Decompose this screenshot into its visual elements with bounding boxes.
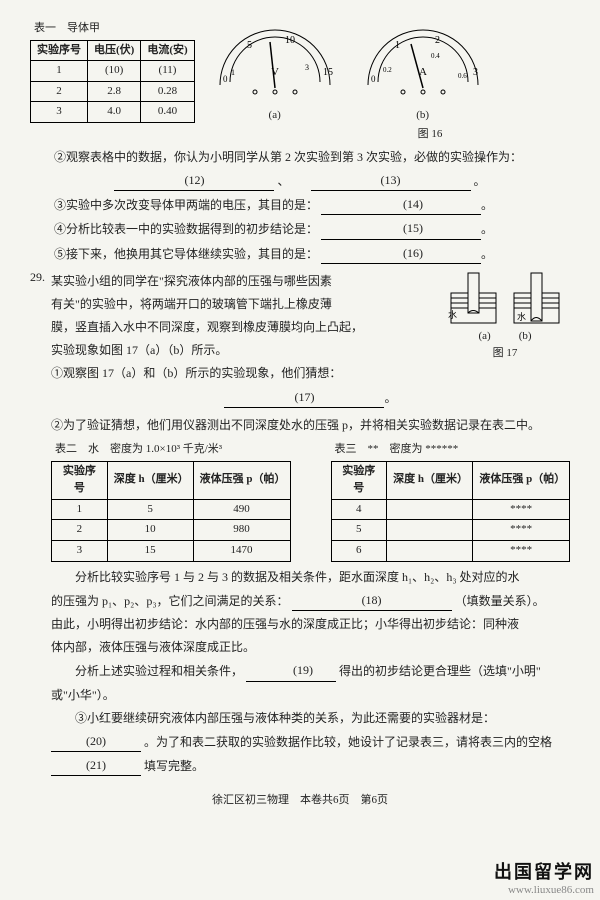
svg-text:A: A: [419, 66, 427, 78]
q29-body: 水 水 (a) (b) 图 17: [51, 268, 570, 781]
svg-text:10: 10: [285, 35, 295, 46]
table-row: 实验序号 电压(伏) 电流(安): [31, 40, 195, 61]
line-2: ②观察表格中的数据，你认为小明同学从第 2 次实验到第 3 次实验，必做的实验操…: [30, 148, 570, 167]
blank-18: (18): [292, 591, 452, 611]
svg-text:0: 0: [223, 74, 228, 84]
svg-text:1: 1: [231, 68, 235, 77]
meter-sub-a: (a): [205, 107, 345, 125]
blank-21: (21): [51, 756, 141, 776]
blanks-12-13: (12) 、 (13) 。: [30, 171, 570, 191]
table-row: 4****: [331, 499, 570, 520]
analysis-p4b: (20) 。为了和表二获取的实验数据作比较，她设计了记录表三，请将表三内的空格: [51, 732, 570, 752]
tube-b-icon: 水: [509, 268, 564, 328]
svg-text:5: 5: [247, 40, 252, 51]
blank-20: (20): [51, 732, 141, 752]
ammeter-icon: 0 1 2 3 0.2 0.4 0.6 A: [353, 20, 493, 100]
table-row: 210980: [52, 520, 291, 541]
blank-13: (13): [311, 171, 471, 191]
blank-15: (15): [321, 219, 481, 239]
svg-text:0.6: 0.6: [458, 72, 467, 80]
q29-num: 29.: [30, 268, 45, 287]
page-footer: 徐汇区初三物理 本卷共6页 第6页: [30, 792, 570, 810]
fig17-sub-b: (b): [519, 328, 532, 346]
table-row: 6****: [331, 541, 570, 562]
blank-12: (12): [114, 171, 274, 191]
watermark-title: 出国留学网: [494, 858, 594, 884]
svg-text:水: 水: [448, 309, 457, 320]
meter-sub-b: (b): [353, 107, 493, 125]
voltmeter-icon: 0 5 10 15 1 3 V: [205, 20, 345, 100]
line-3: ③实验中多次改变导体甲两端的电压，其目的是： (14)。: [30, 195, 570, 215]
th: 电压(伏): [88, 40, 141, 61]
watermark-url: www.liuxue86.com: [494, 884, 594, 896]
tables-2-3: 表二 水 密度为 1.0×10³ 千克/米³ 实验序号深度 h（厘米）液体压强 …: [51, 441, 570, 562]
analysis-p3c: 或"小华"）。: [51, 686, 570, 705]
table-row: 15490: [52, 499, 291, 520]
th: 实验序号: [31, 40, 88, 61]
tube-a-icon: 水: [446, 268, 501, 328]
analysis-p1b: 的压强为 p₁、p₂、p₃，它们之间满足的关系： (18) （填数量关系）。: [51, 591, 570, 611]
table-row: 22.80.28: [31, 81, 195, 102]
blank-17: (17): [224, 388, 384, 408]
fig17: 水 水 (a) (b) 图 17: [440, 268, 570, 363]
table2-block: 表二 水 密度为 1.0×10³ 千克/米³ 实验序号深度 h（厘米）液体压强 …: [51, 441, 291, 562]
line-4: ④分析比较表一中的实验数据得到的初步结论是： (15)。: [30, 219, 570, 239]
table3-block: 表三 ** 密度为 ****** 实验序号深度 h（厘米）液体压强 p（帕） 4…: [331, 441, 571, 562]
svg-text:V: V: [271, 66, 279, 78]
svg-text:0.2: 0.2: [383, 66, 392, 74]
line-5: ⑤接下来，他换用其它导体继续实验，其目的是： (16)。: [30, 244, 570, 264]
svg-text:3: 3: [305, 63, 309, 72]
fig16-label: 图 16: [290, 126, 570, 144]
blank-16: (16): [321, 244, 481, 264]
blank-17-row: (17)。: [51, 388, 570, 408]
q29-p5: ①观察图 17（a）和（b）所示的实验现象，他们猜想：: [51, 364, 570, 383]
table-row: 1(10)(11): [31, 61, 195, 82]
analysis-p2: 由此，小明得出初步结论：水内部的压强与水的深度成正比；小华得出初步结论：同种液: [51, 615, 570, 634]
table2-caption: 表二 水 密度为 1.0×10³ 千克/米³: [51, 441, 291, 459]
analysis-p4c: (21) 填写完整。: [51, 756, 570, 776]
meters-block: 0 5 10 15 1 3 V (a) 0: [205, 20, 493, 124]
blank-14: (14): [321, 195, 481, 215]
table-row: 3151470: [52, 541, 291, 562]
analysis-p1: 分析比较实验序号 1 与 2 与 3 的数据及相关条件，距水面深度 h₁、h₂、…: [51, 568, 570, 587]
svg-text:水: 水: [517, 311, 526, 322]
th: 电流(安): [141, 40, 194, 61]
ammeter: 0 1 2 3 0.2 0.4 0.6 A (b): [353, 20, 493, 124]
table3-caption: 表三 ** 密度为 ******: [331, 441, 571, 459]
table2: 实验序号深度 h（厘米）液体压强 p（帕） 15490 210980 31514…: [51, 461, 291, 562]
fig17-sub-a: (a): [478, 328, 490, 346]
svg-text:2: 2: [435, 35, 440, 46]
analysis-p2b: 体内部，液体压强与液体深度成正比。: [51, 638, 570, 657]
q29-p6: ②为了验证猜想，他们用仪器测出不同深度处水的压强 p，并将相关实验数据记录在表二…: [51, 416, 570, 435]
fig17-label: 图 17: [440, 345, 570, 363]
svg-text:1: 1: [395, 40, 400, 51]
analysis-p4: ③小红要继续研究液体内部压强与液体种类的关系，为此还需要的实验器材是：: [51, 709, 570, 728]
top-section: 表一 导体甲 实验序号 电压(伏) 电流(安) 1(10)(11) 22.80.…: [30, 20, 570, 124]
table-row: 5****: [331, 520, 570, 541]
svg-text:0.4: 0.4: [431, 52, 440, 60]
page-container: 表一 导体甲 实验序号 电压(伏) 电流(安) 1(10)(11) 22.80.…: [0, 0, 600, 820]
voltmeter: 0 5 10 15 1 3 V (a): [205, 20, 345, 124]
blank-19: (19): [246, 661, 336, 681]
watermark: 出国留学网 www.liuxue86.com: [494, 858, 594, 896]
table-row: 34.00.40: [31, 102, 195, 123]
svg-text:15: 15: [323, 67, 333, 78]
table3: 实验序号深度 h（厘米）液体压强 p（帕） 4**** 5**** 6****: [331, 461, 571, 562]
table1-caption: 表一 导体甲: [30, 20, 195, 38]
svg-text:0: 0: [371, 74, 376, 84]
table1: 实验序号 电压(伏) 电流(安) 1(10)(11) 22.80.28 34.0…: [30, 40, 195, 123]
question-29: 29. 水: [30, 268, 570, 781]
svg-text:3: 3: [473, 67, 478, 78]
analysis-p3: 分析上述实验过程和相关条件， (19) 得出的初步结论更合理些（选填"小明": [51, 661, 570, 681]
table1-block: 表一 导体甲 实验序号 电压(伏) 电流(安) 1(10)(11) 22.80.…: [30, 20, 195, 124]
